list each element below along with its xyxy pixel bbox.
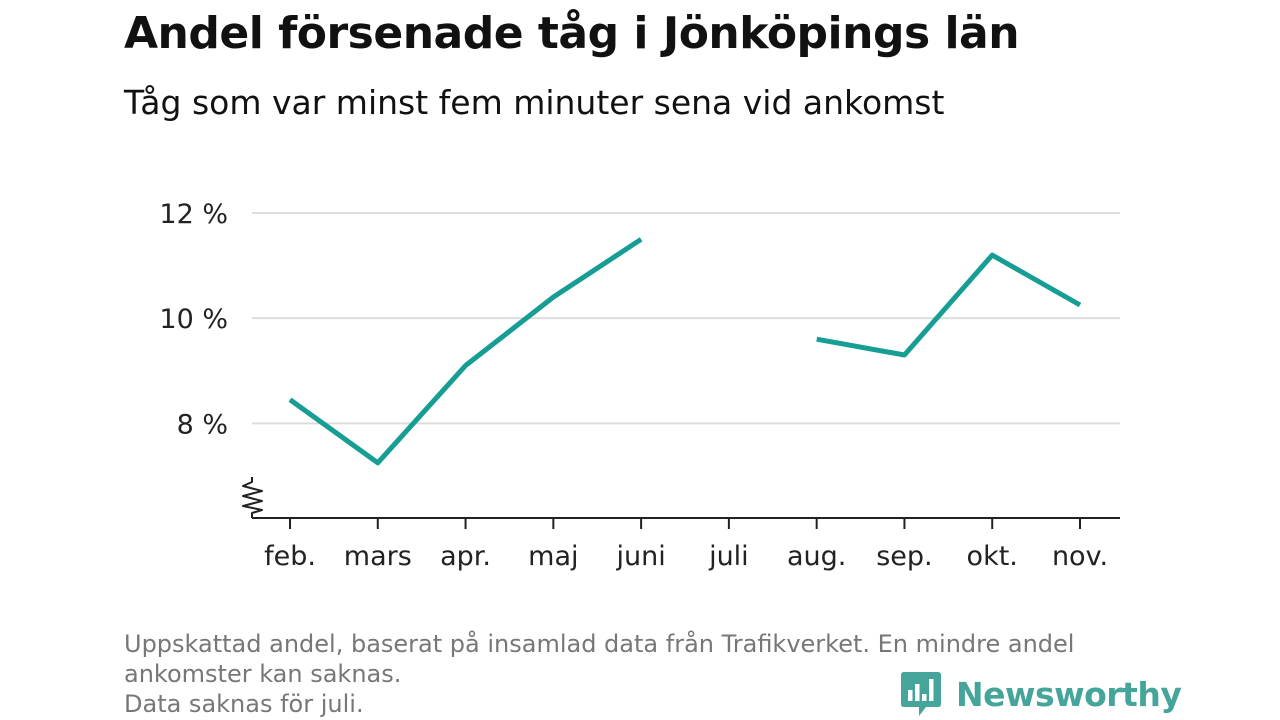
chart-subtitle: Tåg som var minst fem minuter sena vid a… (124, 83, 945, 122)
x-tick-label: feb. (264, 541, 316, 572)
x-tick-label: okt. (967, 541, 1018, 572)
series-line (816, 252, 1082, 358)
y-tick-label: 10 % (159, 304, 228, 335)
x-axis (242, 477, 1120, 529)
x-tick-labels: feb. mars apr. maj juni juli aug. sep. okt. nov. (264, 541, 1108, 572)
y-tick-label: 12 % (159, 199, 228, 230)
footnote-line: ankomster kan saknas. (124, 660, 402, 688)
x-tick-label: juli (708, 541, 749, 572)
footnote: Uppskattad andel, baserat på insamlad da… (124, 629, 1164, 719)
x-tick-label: apr. (440, 541, 491, 572)
x-tick-label: mars (344, 541, 412, 572)
y-tick-label: 8 % (177, 409, 228, 440)
x-tick-label: nov. (1052, 541, 1108, 572)
data-series (288, 237, 1082, 466)
footnote-line: Uppskattad andel, baserat på insamlad da… (124, 630, 1075, 658)
brand-name: Newsworthy (956, 674, 1182, 714)
footnote-line: Data saknas för juli. (124, 690, 364, 718)
x-tick-label: juni (615, 541, 665, 572)
chart-title: Andel försenade tåg i Jönköpings län (124, 8, 1020, 59)
axis-break-icon (242, 477, 263, 518)
grid-lines (252, 212, 1120, 425)
y-tick-labels: 8 % 10 % 12 % (159, 199, 228, 440)
newsworthy-logo-icon (901, 672, 941, 716)
x-tick-label: aug. (787, 541, 846, 572)
brand-logo: Newsworthy (900, 670, 1182, 718)
x-tick-label: sep. (876, 541, 932, 572)
x-tick-label: maj (528, 541, 578, 572)
series-line (288, 237, 643, 466)
